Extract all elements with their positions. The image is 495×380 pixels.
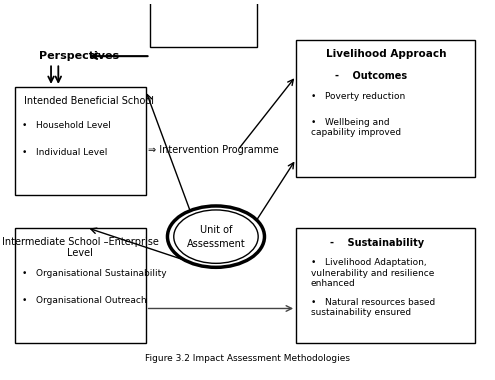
Text: •   Organisational Outreach: • Organisational Outreach (22, 296, 147, 305)
Text: Perspectives: Perspectives (39, 51, 119, 61)
Text: •   Wellbeing and
capability improved: • Wellbeing and capability improved (310, 117, 400, 137)
Text: Figure 3.2 Impact Assessment Methodologies: Figure 3.2 Impact Assessment Methodologi… (145, 354, 350, 363)
Text: ⇒ Intervention Programme: ⇒ Intervention Programme (148, 145, 279, 155)
Text: •   Livelihood Adaptation,
vulnerability and resilience
enhanced: • Livelihood Adaptation, vulnerability a… (310, 258, 434, 288)
Bar (150, 0, 257, 47)
Bar (296, 40, 476, 177)
Text: Livelihood Approach: Livelihood Approach (326, 49, 446, 59)
Ellipse shape (167, 206, 264, 268)
Text: •   Poverty reduction: • Poverty reduction (310, 92, 405, 101)
Bar (296, 228, 476, 343)
Ellipse shape (174, 210, 258, 263)
Text: •   Individual Level: • Individual Level (22, 148, 107, 157)
Text: •   Household Level: • Household Level (22, 121, 111, 130)
Text: -    Sustainability: - Sustainability (330, 239, 424, 249)
Bar (15, 87, 146, 195)
Bar (15, 228, 146, 343)
Text: -    Outcomes: - Outcomes (335, 71, 407, 81)
Text: Unit of
Assessment: Unit of Assessment (187, 225, 246, 249)
Text: Intended Beneficial School: Intended Beneficial School (24, 96, 154, 106)
Text: •   Organisational Sustainability: • Organisational Sustainability (22, 269, 166, 278)
Text: •   Natural resources based
sustainability ensured: • Natural resources based sustainability… (310, 298, 435, 317)
Text: Intermediate School –Enterprise
Level: Intermediate School –Enterprise Level (1, 237, 158, 258)
